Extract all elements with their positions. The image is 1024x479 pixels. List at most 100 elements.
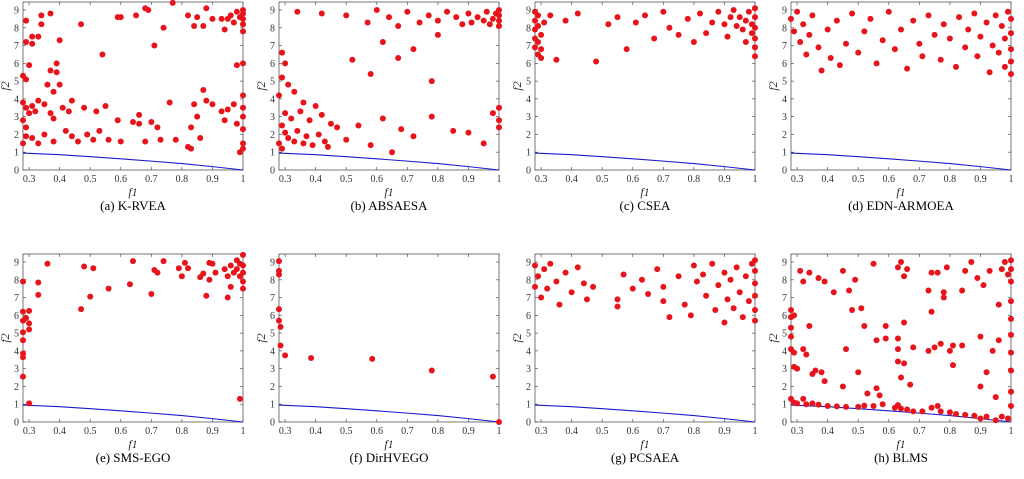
data-point	[315, 131, 322, 138]
data-point	[977, 33, 984, 40]
data-point	[940, 294, 947, 301]
x-tick-label: 0.5	[340, 174, 353, 185]
data-point	[752, 14, 758, 21]
panel-3: 0.3 0.4 0.5 0.6 0.7 0.8 0.9 1 0 1 2 3 4 5 6 7 8 9 f1 f2 (c) …	[510, 1, 758, 213]
data-point	[81, 263, 88, 270]
data-point	[574, 10, 581, 17]
data-point	[959, 287, 966, 294]
data-point	[151, 42, 158, 49]
data-point	[44, 260, 51, 267]
data-point	[989, 347, 996, 354]
y-tick-label: 2	[782, 382, 787, 393]
data-point	[946, 409, 953, 416]
data-point	[806, 31, 813, 38]
x-tick-label: 0.7	[145, 426, 158, 437]
data-point	[928, 269, 935, 276]
data-point	[752, 24, 758, 31]
data-point	[894, 358, 901, 365]
data-point	[660, 283, 667, 290]
data-point	[489, 15, 496, 22]
x-axis-label: f1	[640, 185, 649, 199]
x-tick-label: 0.4	[309, 174, 322, 185]
data-point	[233, 62, 240, 69]
data-point	[904, 266, 911, 273]
data-point	[453, 14, 460, 21]
data-point	[965, 26, 972, 33]
data-point	[105, 285, 112, 292]
data-point	[209, 260, 216, 267]
data-point	[434, 17, 441, 24]
x-tick-label: 0.3	[23, 174, 36, 185]
data-point	[583, 296, 590, 303]
data-point	[736, 14, 743, 21]
data-point	[962, 44, 969, 51]
data-point	[839, 383, 846, 390]
data-point	[227, 283, 234, 290]
y-tick-label: 5	[14, 77, 19, 88]
data-point	[989, 42, 996, 49]
data-point	[962, 267, 969, 274]
data-point	[233, 8, 240, 15]
data-point	[47, 10, 54, 17]
data-point	[59, 104, 66, 111]
data-point	[937, 408, 944, 415]
data-point	[277, 323, 284, 330]
data-point	[294, 127, 301, 134]
data-point	[879, 37, 886, 44]
data-point	[788, 333, 794, 340]
y-tick-label: 5	[526, 329, 531, 340]
data-point	[416, 19, 423, 26]
x-axis-label: f1	[896, 437, 905, 451]
data-point	[367, 142, 374, 149]
y-tick-label: 3	[270, 364, 275, 375]
y-tick-label: 9	[270, 258, 275, 269]
data-point	[32, 108, 39, 115]
data-point	[450, 127, 457, 134]
data-point	[224, 15, 231, 22]
y-tick-label: 2	[14, 382, 19, 393]
data-point	[93, 108, 100, 115]
data-point	[26, 320, 33, 327]
data-point	[206, 276, 213, 283]
data-point	[724, 33, 731, 40]
data-point	[894, 346, 901, 353]
data-point	[221, 26, 228, 33]
data-point	[428, 78, 435, 85]
y-tick-label: 4	[782, 94, 787, 105]
data-point	[224, 273, 231, 280]
panel-caption: (d) EDN-ARMOEA	[848, 198, 954, 213]
data-point	[53, 60, 60, 67]
y-tick-label: 6	[526, 59, 531, 70]
y-tick-label: 1	[782, 400, 787, 411]
data-point	[800, 278, 807, 285]
x-tick-label: 1	[241, 426, 246, 437]
data-point	[998, 23, 1005, 29]
data-point	[983, 19, 990, 26]
data-point	[748, 30, 755, 37]
data-point	[87, 293, 94, 300]
data-point	[1004, 271, 1011, 278]
y-tick-label: 5	[526, 77, 531, 88]
data-point	[1001, 35, 1008, 42]
y-tick-label: 6	[782, 311, 787, 322]
data-point	[937, 340, 944, 347]
data-point	[675, 31, 682, 38]
panel-7: 0.3 0.4 0.5 0.6 0.7 0.8 0.9 1 0 1 2 3 4 5 6 7 8 9 f1 f2 (g) …	[510, 253, 758, 465]
data-point	[815, 44, 822, 51]
data-point	[681, 301, 688, 308]
data-point	[1008, 46, 1014, 53]
x-tick-label: 0.7	[401, 174, 414, 185]
data-point	[727, 276, 734, 283]
data-point	[733, 23, 740, 29]
data-point	[818, 67, 825, 74]
x-tick-label: 0.6	[627, 174, 640, 185]
data-point	[395, 23, 402, 29]
data-point	[693, 278, 700, 285]
data-point	[833, 403, 840, 410]
x-tick-label: 0.4	[821, 174, 834, 185]
data-point	[971, 412, 978, 419]
y-tick-label: 6	[782, 59, 787, 70]
x-tick-label: 0.4	[821, 426, 834, 437]
data-point	[90, 136, 97, 143]
x-tick-label: 0.7	[657, 174, 670, 185]
